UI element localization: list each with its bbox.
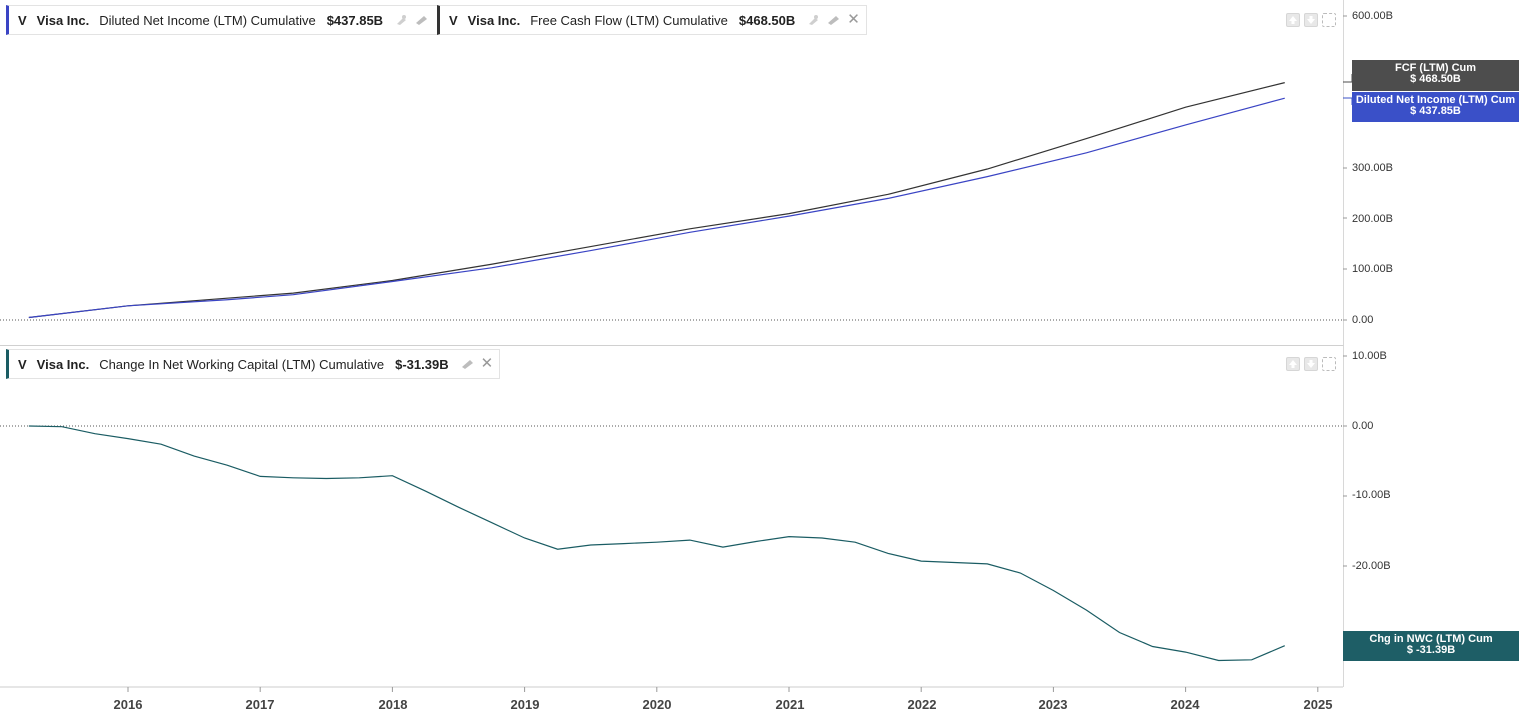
legend-series-name: Free Cash Flow (LTM) Cumulative: [530, 12, 728, 28]
tag-value: $ 468.50B: [1410, 73, 1461, 85]
tag-connector: [1343, 74, 1353, 83]
y-tick-label: 100.00B: [1352, 263, 1393, 275]
legend-company: Visa Inc.: [36, 12, 90, 28]
series-line-net-income: [28, 97, 1285, 319]
legend-series-name: Diluted Net Income (LTM) Cumulative: [99, 12, 316, 28]
legend-value: $437.85B: [326, 12, 384, 28]
legend-series-name: Change In Net Working Capital (LTM) Cumu…: [99, 356, 385, 372]
close-icon[interactable]: ✕: [480, 355, 494, 372]
move-down-icon[interactable]: [1304, 357, 1318, 371]
tag-value: $ -31.39B: [1406, 644, 1456, 656]
x-tick-label: 2025: [1303, 697, 1333, 712]
series-line-nwc: [28, 425, 1285, 662]
bottom-pane-controls: [1286, 357, 1336, 371]
x-tick-label: 2022: [907, 697, 937, 712]
y-tick-label: 200.00B: [1352, 213, 1393, 225]
x-tick-label: 2017: [245, 697, 275, 712]
close-icon[interactable]: ✕: [847, 11, 860, 28]
move-down-icon[interactable]: [1304, 13, 1318, 27]
y-tick-label: 0.00: [1352, 314, 1374, 326]
legend-ticker: V: [18, 12, 27, 28]
top-chart-pane[interactable]: [0, 0, 1344, 346]
tag-label: FCF (LTM) Cum: [1394, 62, 1477, 74]
legend-fcf[interactable]: V Visa Inc. Free Cash Flow (LTM) Cumulat…: [437, 5, 867, 35]
maximize-icon[interactable]: [1322, 357, 1336, 371]
x-tick-label: 2024: [1170, 697, 1200, 712]
style-icon[interactable]: [827, 14, 840, 26]
move-up-icon[interactable]: [1286, 13, 1300, 27]
style-icon[interactable]: [461, 358, 474, 370]
style-icon[interactable]: [415, 14, 428, 26]
y-tick-label: -10.00B: [1352, 489, 1391, 501]
legend-company: Visa Inc.: [467, 12, 521, 28]
legend-ticker: V: [18, 356, 27, 372]
legend-ticker: V: [449, 12, 458, 28]
tag-label: Chg in NWC (LTM) Cum: [1369, 633, 1493, 645]
tag-connector: [1343, 97, 1353, 105]
settings-icon[interactable]: [807, 14, 820, 26]
x-tick-label: 2019: [510, 697, 540, 712]
x-tick-label: 2023: [1038, 697, 1068, 712]
nwc-value-tag: Chg in NWC (LTM) Cum $ -31.39B: [1343, 631, 1519, 661]
maximize-icon[interactable]: [1322, 13, 1336, 27]
y-tick-label: 300.00B: [1352, 162, 1393, 174]
x-tick-label: 2016: [113, 697, 143, 712]
legend-value: $468.50B: [738, 12, 796, 28]
net-income-value-tag: Diluted Net Income (LTM) Cum $ 437.85B: [1352, 92, 1519, 122]
x-tick-label: 2021: [775, 697, 805, 712]
y-tick-label: -20.00B: [1352, 560, 1391, 572]
x-tick-label: 2018: [378, 697, 408, 712]
legend-net-income[interactable]: V Visa Inc. Diluted Net Income (LTM) Cum…: [6, 5, 455, 35]
y-tick-label: 10.00B: [1352, 350, 1387, 362]
fcf-value-tag: FCF (LTM) Cum $ 468.50B: [1352, 60, 1519, 91]
settings-icon[interactable]: [395, 14, 408, 26]
move-up-icon[interactable]: [1286, 357, 1300, 371]
y-tick-label: 0.00: [1352, 420, 1374, 432]
tag-label: Diluted Net Income (LTM) Cum: [1355, 94, 1516, 106]
legend-nwc[interactable]: V Visa Inc. Change In Net Working Capita…: [6, 349, 501, 379]
legend-value: $-31.39B: [395, 356, 449, 372]
top-pane-controls: [1286, 13, 1336, 27]
x-tick-label: 2020: [642, 697, 672, 712]
tag-value: $ 437.85B: [1410, 105, 1461, 117]
series-line-fcf: [28, 82, 1285, 319]
bottom-chart-pane[interactable]: [0, 346, 1344, 687]
legend-company: Visa Inc.: [36, 356, 90, 372]
y-tick-label: 600.00B: [1352, 10, 1393, 22]
